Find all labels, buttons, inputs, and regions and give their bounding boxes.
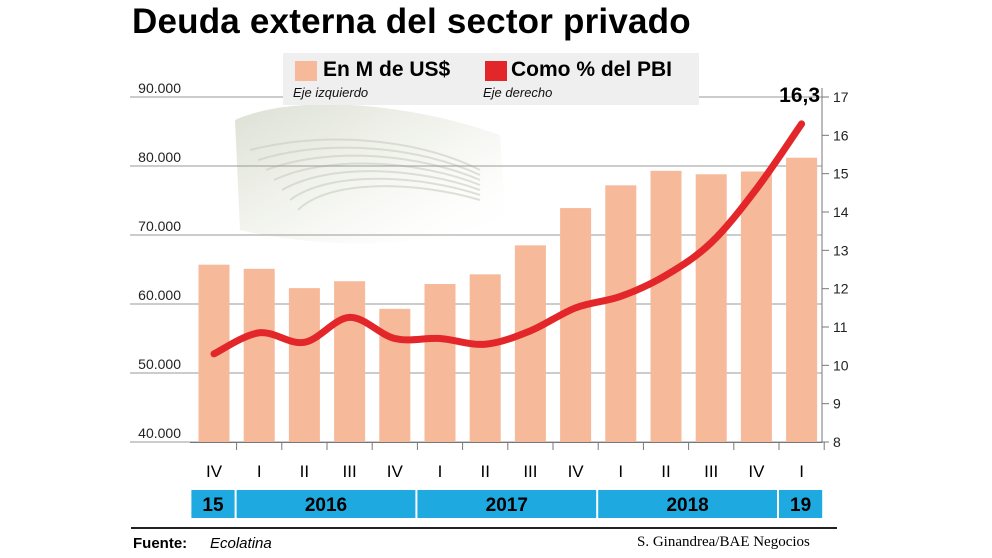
legend-label-bars: En M de US$ bbox=[323, 58, 451, 81]
banknote-edge bbox=[289, 177, 481, 201]
quarter-label: II bbox=[480, 462, 489, 481]
banknote-edge bbox=[281, 170, 481, 191]
legend-label-line: Como % del PBI bbox=[511, 58, 673, 81]
quarter-label: III bbox=[343, 462, 357, 481]
bar bbox=[514, 245, 546, 442]
year-band-segment bbox=[417, 490, 597, 518]
annotation: 16,3 bbox=[779, 84, 820, 107]
quarter-label: I bbox=[618, 462, 623, 481]
banknote-edge bbox=[273, 162, 481, 186]
year-band-segment bbox=[236, 490, 416, 518]
credit: S. Ginandrea/BAE Negocios bbox=[637, 534, 810, 550]
legend-swatch-bars bbox=[295, 61, 317, 81]
year-label: 2016 bbox=[305, 495, 347, 516]
money-stack-shape bbox=[235, 104, 505, 244]
bar bbox=[650, 170, 682, 442]
year-band: 15 2016 2017 2018 19 bbox=[191, 490, 823, 518]
bar bbox=[288, 288, 320, 442]
left-tick-label: 80.000 bbox=[138, 149, 181, 165]
right-tick-label: 12 bbox=[833, 281, 849, 297]
quarter-label: I bbox=[257, 462, 262, 481]
source-label: Fuente: bbox=[133, 535, 188, 552]
bar bbox=[605, 185, 637, 442]
right-tick-label: 9 bbox=[833, 396, 841, 412]
source-value: Ecolatina bbox=[210, 535, 272, 552]
bar bbox=[243, 268, 275, 442]
right-tick-label: 10 bbox=[833, 357, 849, 373]
x-axis: IV I II III IV I II III IV I II III IV I bbox=[190, 442, 825, 481]
banknote-edge bbox=[265, 154, 481, 181]
right-tick-label: 14 bbox=[833, 204, 849, 220]
last-value-label: 16,3 bbox=[779, 84, 820, 107]
quarter-label: IV bbox=[206, 462, 223, 481]
legend-sublabel-bars: Eje izquierdo bbox=[293, 85, 369, 100]
left-tick-label: 70.000 bbox=[138, 218, 181, 234]
left-tick-label: 90.000 bbox=[138, 80, 181, 96]
right-tick-label: 15 bbox=[833, 166, 849, 182]
bar bbox=[424, 283, 456, 442]
bar bbox=[560, 208, 592, 442]
right-tick-label: 11 bbox=[833, 319, 848, 335]
quarter-label: I bbox=[438, 462, 443, 481]
quarter-label: II bbox=[661, 462, 670, 481]
bar bbox=[469, 274, 501, 442]
year-band-segment bbox=[598, 490, 777, 518]
quarter-label: IV bbox=[748, 462, 765, 481]
bar bbox=[379, 308, 411, 442]
right-tick-label: 16 bbox=[833, 127, 849, 143]
bar bbox=[786, 157, 818, 442]
quarter-label: IV bbox=[568, 462, 585, 481]
year-label: 2017 bbox=[486, 495, 528, 516]
right-tick-label: 13 bbox=[833, 242, 849, 258]
left-axis: 40.000 50.000 60.000 70.000 80.000 90.000 bbox=[138, 80, 181, 441]
bar bbox=[740, 171, 772, 442]
right-axis: 8 9 10 11 12 13 14 15 16 17 bbox=[821, 88, 849, 450]
year-label: 19 bbox=[790, 495, 811, 516]
bar bbox=[334, 281, 366, 442]
year-label: 2018 bbox=[666, 495, 708, 516]
left-tick-label: 60.000 bbox=[138, 287, 181, 303]
legend-sublabel-line: Eje derecho bbox=[483, 85, 553, 100]
bar-series bbox=[198, 157, 818, 442]
right-tick-label: 17 bbox=[833, 89, 849, 105]
quarter-label: II bbox=[300, 462, 309, 481]
chart-title: Deuda externa del sector privado bbox=[132, 2, 691, 41]
money-stack-image bbox=[235, 104, 505, 244]
banknote-edge bbox=[297, 185, 481, 211]
quarter-label: III bbox=[523, 462, 537, 481]
banknote-edge bbox=[249, 138, 481, 171]
right-tick-label: 8 bbox=[833, 434, 841, 450]
line-series bbox=[210, 120, 806, 358]
legend-swatch-line bbox=[485, 61, 507, 81]
year-band-segment bbox=[779, 490, 823, 518]
banknote-edge bbox=[257, 146, 481, 176]
left-tick-label: 50.000 bbox=[138, 356, 181, 372]
bar bbox=[695, 174, 727, 442]
left-tick-label: 40.000 bbox=[138, 425, 181, 441]
year-label: 15 bbox=[202, 495, 224, 516]
quarter-label: III bbox=[704, 462, 718, 481]
footer-divider bbox=[131, 527, 837, 529]
quarter-label: IV bbox=[387, 462, 404, 481]
year-band-segment bbox=[191, 490, 235, 518]
legend: En M de US$ Eje izquierdo Como % del PBI… bbox=[283, 53, 699, 105]
quarter-label: I bbox=[799, 462, 804, 481]
